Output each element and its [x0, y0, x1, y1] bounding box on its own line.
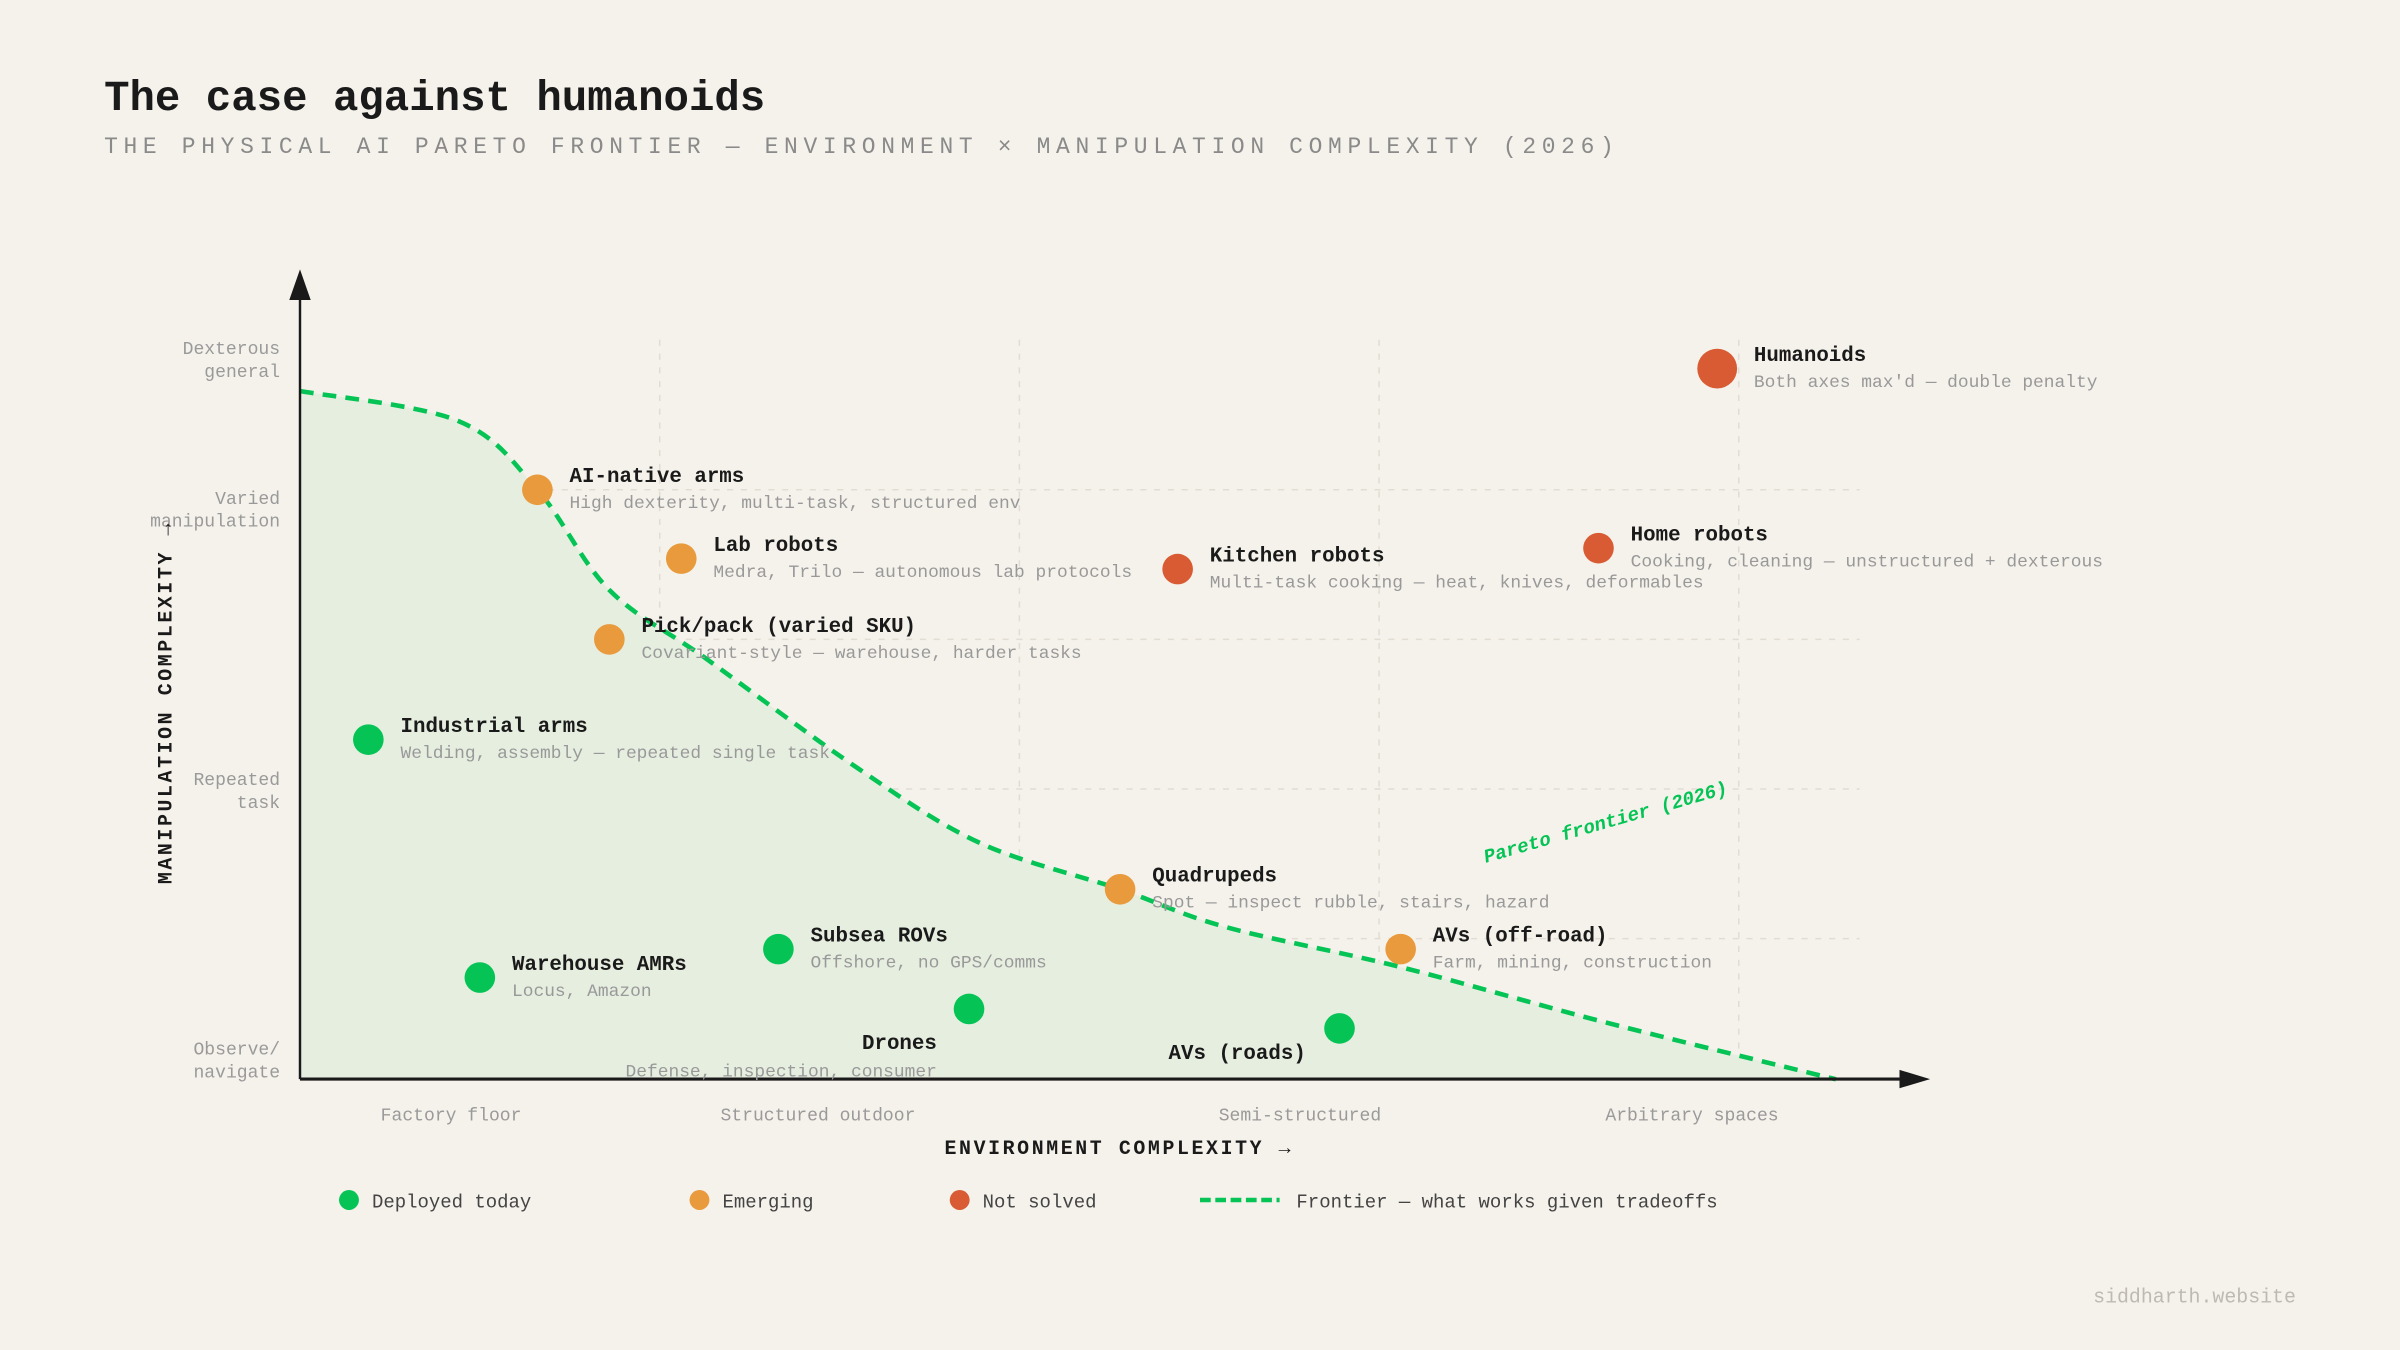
point-marker	[1697, 348, 1738, 389]
data-point-subsea-rovs: Subsea ROVs Offshore, no GPS/comms	[763, 925, 1047, 973]
point-marker	[1162, 553, 1193, 585]
data-point-warehouse-amrs: Warehouse AMRs Locus, Amazon	[464, 954, 687, 1002]
point-title: AI-native arms	[570, 466, 745, 489]
point-title: Pick/pack (varied SKU)	[641, 616, 916, 639]
data-point-drones: Drones Defense, inspection, consumer	[626, 993, 985, 1082]
point-description: Cooking, cleaning — unstructured + dexte…	[1631, 553, 2103, 573]
grid	[300, 339, 1860, 1080]
y-axis-arrow-icon	[289, 269, 311, 300]
point-title: Humanoids	[1754, 345, 1866, 368]
point-description: High dexterity, multi-task, structured e…	[570, 494, 1021, 514]
point-description: Covariant-style — warehouse, harder task…	[641, 644, 1081, 664]
y-tick-label: Observe/navigate	[193, 1040, 280, 1083]
point-marker	[353, 724, 384, 755]
x-tick-label: Arbitrary spaces	[1605, 1106, 1778, 1126]
data-point-industrial-arms: Industrial arms Welding, assembly — repea…	[353, 716, 830, 764]
point-title: Drones	[862, 1033, 937, 1056]
point-description: Locus, Amazon	[512, 982, 652, 1002]
legend-label: Frontier — what works given tradeoffs	[1296, 1192, 1717, 1214]
legend-dot-icon	[949, 1190, 970, 1210]
point-marker	[594, 624, 625, 655]
data-point-lab-robots: Lab robots Medra, Trilo — autonomous lab …	[665, 535, 1132, 583]
legend-dot-icon	[339, 1190, 359, 1210]
x-tick-label: Factory floor	[381, 1106, 522, 1126]
axis-ticks: Factory floor Structured outdoor Semi-stru…	[150, 340, 1779, 1126]
point-marker	[953, 993, 985, 1025]
point-title: AVs (off-road)	[1433, 925, 1608, 948]
point-description: Farm, mining, construction	[1433, 953, 1712, 973]
point-marker	[665, 543, 697, 574]
watermark: siddharth.website	[2093, 1286, 2296, 1309]
data-points: Humanoids Both axes max'd — double penalt…	[353, 345, 2103, 1082]
data-point-kitchen-robots: Kitchen robots Multi-task cooking — heat,…	[1162, 545, 1704, 593]
point-description: Offshore, no GPS/comms	[811, 953, 1047, 973]
point-title: AVs (roads)	[1169, 1043, 1306, 1066]
legend-dot-icon	[689, 1190, 710, 1210]
data-point-ai-native-arms: AI-native arms High dexterity, multi-task…	[522, 466, 1021, 514]
point-description: Spot — inspect rubble, stairs, hazard	[1152, 894, 1549, 914]
frontier-line	[299, 388, 1837, 1082]
legend-item-deployed: Deployed today	[339, 1190, 531, 1214]
legend-label: Not solved	[983, 1192, 1097, 1214]
data-point-avs-roads: AVs (roads)	[1169, 1013, 1355, 1066]
point-title: Home robots	[1631, 524, 1768, 547]
point-title: Quadrupeds	[1152, 866, 1277, 889]
data-point-humanoids: Humanoids Both axes max'd — double penalt…	[1697, 345, 2098, 393]
point-marker	[1324, 1013, 1355, 1044]
legend-label: Emerging	[722, 1192, 813, 1214]
page-title: The case against humanoids	[104, 75, 765, 123]
point-description: Both axes max'd — double penalty	[1754, 373, 2098, 393]
point-marker	[464, 962, 496, 993]
legend-item-not-solved: Not solved	[949, 1190, 1097, 1214]
point-description: Welding, assembly — repeated single task	[400, 744, 829, 764]
data-point-pick-pack-varied-sku: Pick/pack (varied SKU) Covariant-style — …	[594, 616, 1082, 664]
point-marker	[1385, 933, 1416, 965]
x-tick-label: Structured outdoor	[720, 1106, 915, 1126]
point-marker	[522, 474, 553, 506]
point-description: Multi-task cooking — heat, knives, defor…	[1210, 573, 1704, 593]
x-tick-label: Semi-structured	[1219, 1106, 1381, 1126]
point-description: Defense, inspection, consumer	[626, 1062, 937, 1082]
point-title: Subsea ROVs	[811, 925, 948, 948]
frontier-fill-area	[300, 391, 1836, 1080]
point-title: Industrial arms	[400, 716, 587, 739]
data-point-home-robots: Home robots Cooking, cleaning — unstructu…	[1583, 524, 2103, 573]
point-marker	[1104, 873, 1136, 905]
x-axis-title: ENVIRONMENT COMPLEXITY →	[945, 1137, 1294, 1160]
y-axis-title: MANIPULATION COMPLEXITY →	[154, 521, 177, 884]
data-point-avs-off-road: AVs (off-road) Farm, mining, construction	[1385, 925, 1712, 973]
legend: Deployed today Emerging Not solved Frontier…	[339, 1190, 1718, 1214]
legend-item-emerging: Emerging	[689, 1190, 814, 1214]
x-axis-arrow-icon	[1899, 1069, 1931, 1089]
y-tick-label: Dexterous general	[183, 340, 280, 383]
y-tick-label: Varied manipulation	[150, 490, 280, 533]
legend-item-frontier: Frontier — what works given tradeoffs	[1200, 1192, 1718, 1214]
point-description: Medra, Trilo — autonomous lab protocols	[713, 563, 1132, 583]
point-title: Kitchen robots	[1210, 545, 1385, 568]
point-marker	[763, 933, 794, 965]
page-subtitle: THE PHYSICAL AI PARETO FRONTIER — ENVIRO…	[104, 134, 1619, 160]
point-title: Lab robots	[713, 535, 838, 558]
data-point-quadrupeds: Quadrupeds Spot — inspect rubble, stairs,…	[1104, 866, 1549, 914]
y-tick-label: Repeated task	[193, 771, 280, 814]
point-title: Warehouse AMRs	[512, 954, 687, 977]
legend-label: Deployed today	[372, 1192, 531, 1214]
point-marker	[1583, 532, 1614, 564]
